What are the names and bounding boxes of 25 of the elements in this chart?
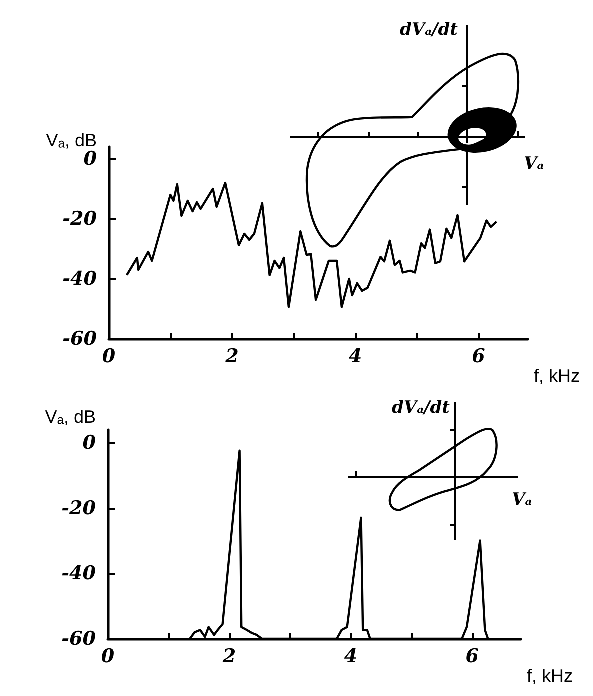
annotation: Vₐ — [512, 490, 532, 510]
x-tick-label: 2 — [224, 346, 239, 368]
text: dVₐ/dt — [400, 20, 458, 40]
annotation: Vₐ — [524, 154, 544, 174]
line-series — [126, 182, 498, 308]
x-tick-label: 2 — [222, 646, 236, 668]
x-tick-label: 4 — [348, 346, 362, 368]
x-tick-label: 6 — [466, 646, 480, 668]
x-axis-title: f, kHz — [527, 666, 574, 686]
y-tick-label: 0 — [84, 148, 97, 170]
y-tick-label: -40 — [62, 268, 97, 290]
text: dVₐ/dt — [392, 398, 450, 418]
y-tick-label: -60 — [62, 328, 97, 350]
x-tick-label: 0 — [102, 346, 116, 368]
y-axis-title: Vₐ, dB — [45, 407, 96, 427]
y-tick-label: -40 — [62, 562, 96, 585]
y-tick-label: -20 — [62, 208, 97, 230]
y-tick-label: 0 — [82, 432, 96, 454]
x-tick-label: 6 — [472, 346, 486, 368]
x-tick-label: 4 — [344, 646, 358, 668]
y-axis-title: Vₐ, dB — [46, 130, 97, 151]
x-axis-title: f, kHz — [534, 366, 580, 386]
y-tick-label: -60 — [62, 628, 96, 650]
y-tick-label: -20 — [62, 497, 96, 520]
x-tick-label: 0 — [101, 646, 115, 668]
